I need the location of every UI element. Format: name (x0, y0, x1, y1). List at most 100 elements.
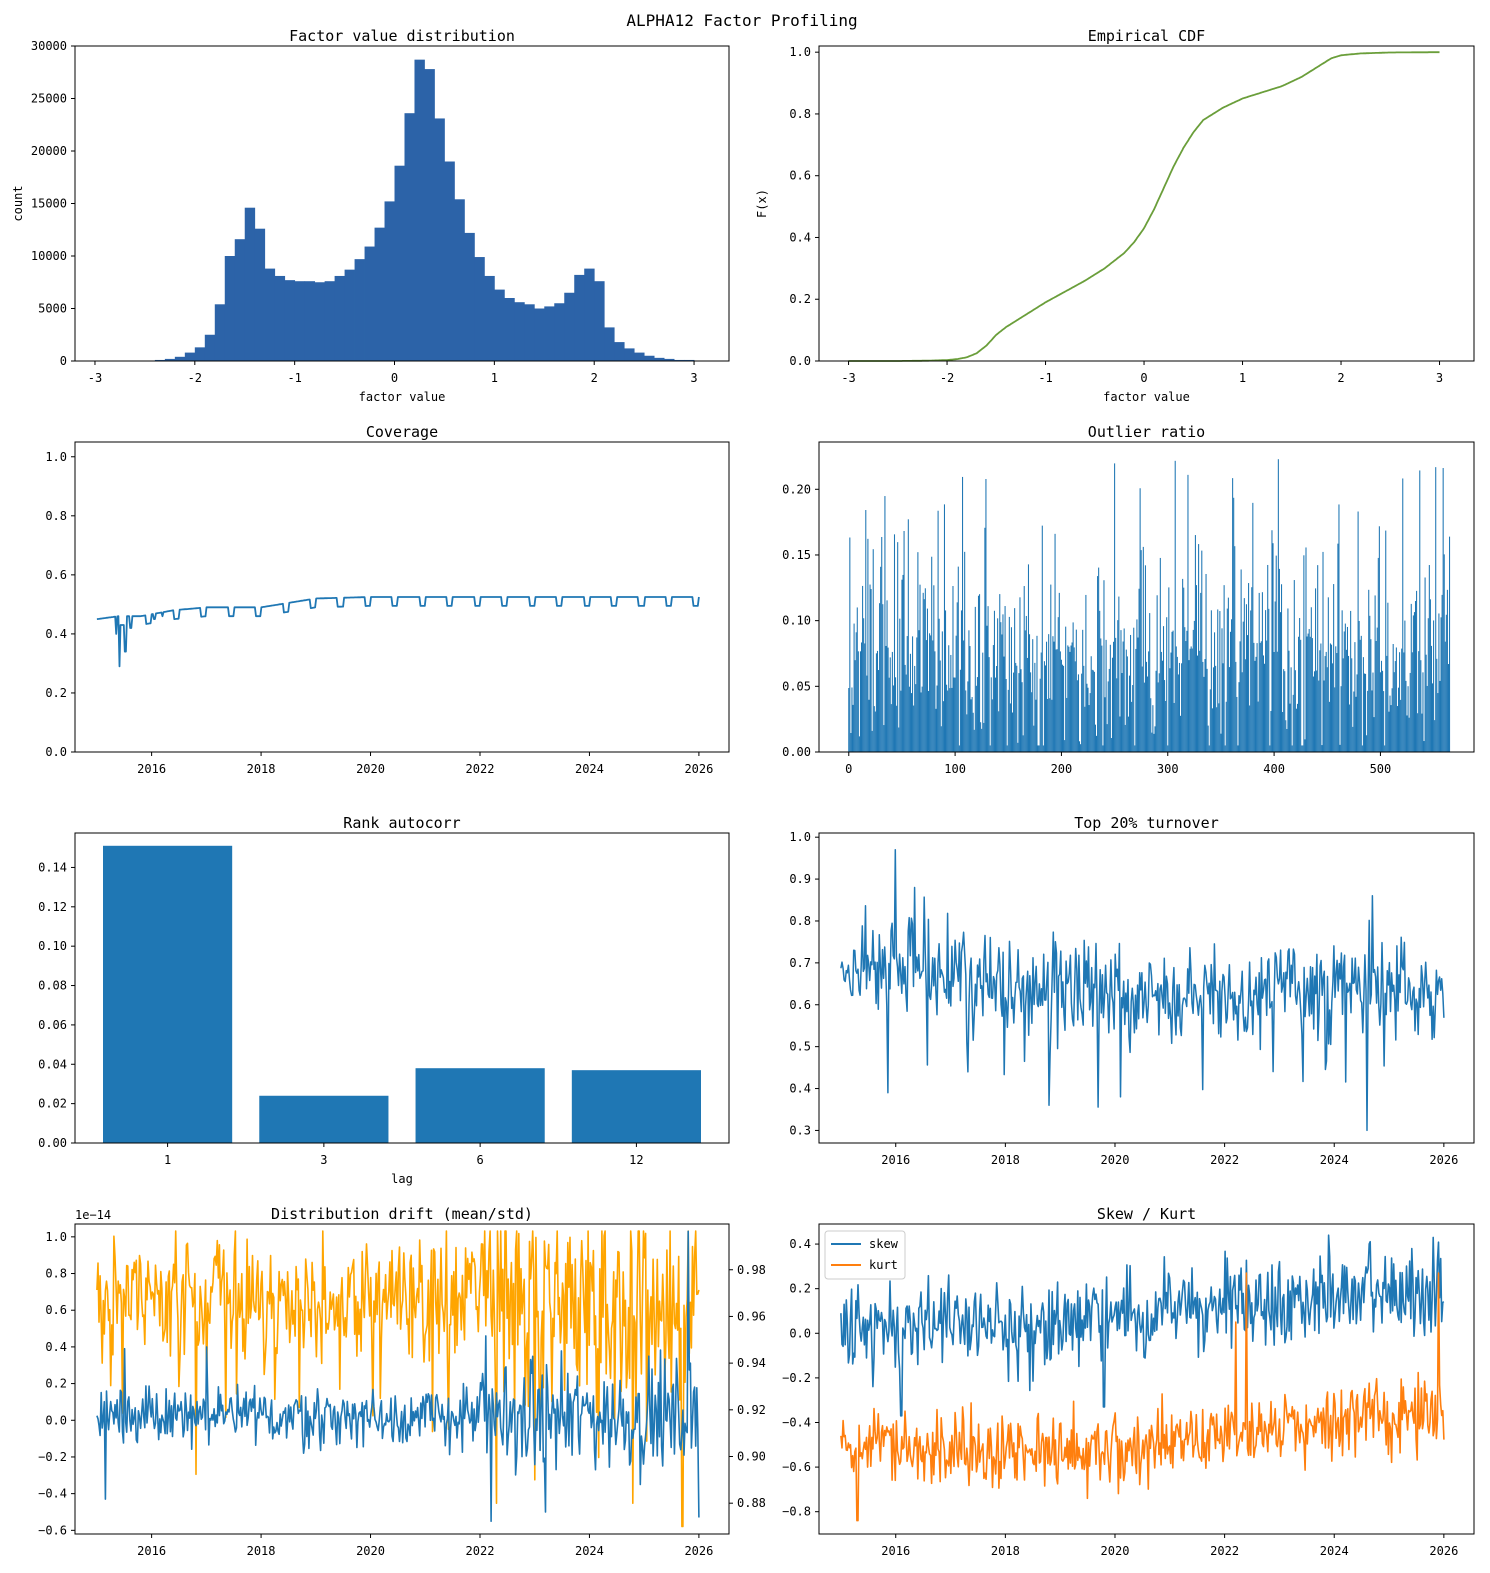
skewkurt-title: Skew / Kurt (1097, 1205, 1196, 1223)
outlier-bar (1406, 715, 1408, 752)
outlier-ytick-label: 0.00 (782, 745, 811, 759)
outlier-bar (1070, 645, 1072, 752)
outlier-bar (1023, 586, 1025, 752)
outlier-bar (998, 711, 1000, 752)
outlier-bar (1018, 673, 1020, 752)
outlier-bar (1351, 658, 1353, 752)
outlier-bar (1019, 597, 1021, 752)
outlier-bar (1318, 680, 1320, 752)
outlier-bar (1395, 647, 1397, 752)
outlier-bar (953, 677, 955, 752)
outlier-bar (884, 496, 886, 752)
drift-mean-line (96, 1230, 700, 1522)
outlier-bar (966, 714, 968, 752)
outlier-bar (1214, 632, 1216, 752)
outlier-bar (1011, 712, 1014, 752)
outlier-bar (1135, 648, 1137, 752)
drift-ytick-label: −0.4 (38, 1487, 67, 1501)
hist-bar (224, 256, 236, 361)
hist-bar (484, 275, 495, 361)
turnover-xtick-label: 2016 (881, 1153, 910, 1167)
outlier-bar (1074, 661, 1076, 752)
outlier-bar (937, 510, 939, 752)
outlier-bar (1215, 665, 1217, 752)
outlier-bar (1431, 683, 1434, 752)
outlier-bar (1083, 665, 1085, 752)
outlier-bar (1100, 638, 1102, 752)
coverage-ytick-label: 0.6 (45, 568, 67, 582)
outlier-bar (967, 681, 969, 752)
outlier-bar (1372, 672, 1374, 752)
outlier-bar (1269, 745, 1271, 752)
outlier-bar (857, 651, 859, 752)
outlier-bar (1393, 672, 1395, 752)
drift-ytick-label: 1.0 (45, 1230, 67, 1244)
outlier-bar (1073, 647, 1075, 752)
hist-bar (464, 232, 475, 361)
outlier-bar (1371, 690, 1373, 752)
cdf-xtick-label: -1 (1038, 371, 1052, 385)
outlier-bar (1275, 555, 1277, 752)
outlier-bar (984, 527, 986, 752)
outlier-bar (1286, 728, 1288, 752)
turnover-xtick-label: 2018 (991, 1153, 1020, 1167)
hist-bar (644, 355, 655, 361)
cdf-ytick-label: 0.0 (789, 354, 811, 368)
outlier-bar (1164, 680, 1166, 752)
outlier-bar (1223, 585, 1225, 752)
outlier-ytick-label: 0.10 (782, 614, 811, 628)
drift-ytick-label: 0.4 (45, 1340, 67, 1354)
outlier-bar (1178, 662, 1180, 752)
outlier-bar (1123, 628, 1125, 752)
outlier-bar (1251, 587, 1253, 752)
outlier-bar (1226, 608, 1228, 752)
outlier-bar (931, 556, 933, 752)
outlier-bar (1307, 633, 1309, 752)
outlier-bar (1292, 694, 1294, 752)
outlier-bar (1005, 679, 1007, 752)
outlier-bar (1268, 608, 1270, 752)
outlier-bar (997, 618, 999, 752)
outlier-bar (1241, 672, 1243, 752)
outlier-bar (1197, 655, 1199, 752)
outlier-bar (1423, 741, 1425, 752)
skewkurt-kurt-line (840, 1272, 1445, 1522)
outlier-bar (903, 530, 905, 752)
outlier-bar (1243, 598, 1245, 752)
hist-bar (434, 118, 445, 361)
outlier-bar (1089, 693, 1091, 752)
hist-bar (624, 348, 635, 361)
outlier-bar (1117, 620, 1119, 752)
outlier-bar (1143, 682, 1145, 752)
outlier-bar (1105, 639, 1107, 752)
outlier-bar (1204, 659, 1206, 752)
drift-xtick-label: 2024 (575, 1544, 604, 1558)
outlier-bar (1111, 657, 1114, 752)
hist-bar (184, 352, 196, 361)
outlier-bar (891, 651, 893, 752)
outlier-bar (1245, 604, 1247, 752)
outlier-bar (1222, 663, 1224, 752)
outlier-bar (1158, 673, 1160, 752)
outlier-bar (901, 579, 903, 752)
outlier-bar (851, 687, 853, 752)
outlier-bar (1066, 697, 1068, 752)
outlier-bar (1161, 660, 1163, 752)
hist-bar (684, 359, 695, 361)
outlier-xtick-label: 500 (1370, 762, 1392, 776)
outlier-bar (1218, 703, 1220, 752)
hist-bar (654, 357, 665, 361)
outlier-bar (1358, 620, 1360, 752)
outlier-bar (1315, 588, 1317, 752)
outlier-bar (933, 585, 935, 752)
outlier-bar (1174, 460, 1176, 752)
outlier-bar (1350, 610, 1352, 752)
outlier-bar (1242, 621, 1244, 752)
autocorr-title: Rank autocorr (343, 814, 460, 832)
outlier-bar (906, 636, 908, 752)
drift-xtick-label: 2016 (137, 1544, 166, 1558)
outlier-bar (1224, 745, 1226, 752)
outlier-bar (1312, 676, 1314, 752)
outlier-bar (1321, 745, 1323, 752)
turnover-ytick-label: 0.3 (789, 1123, 811, 1137)
